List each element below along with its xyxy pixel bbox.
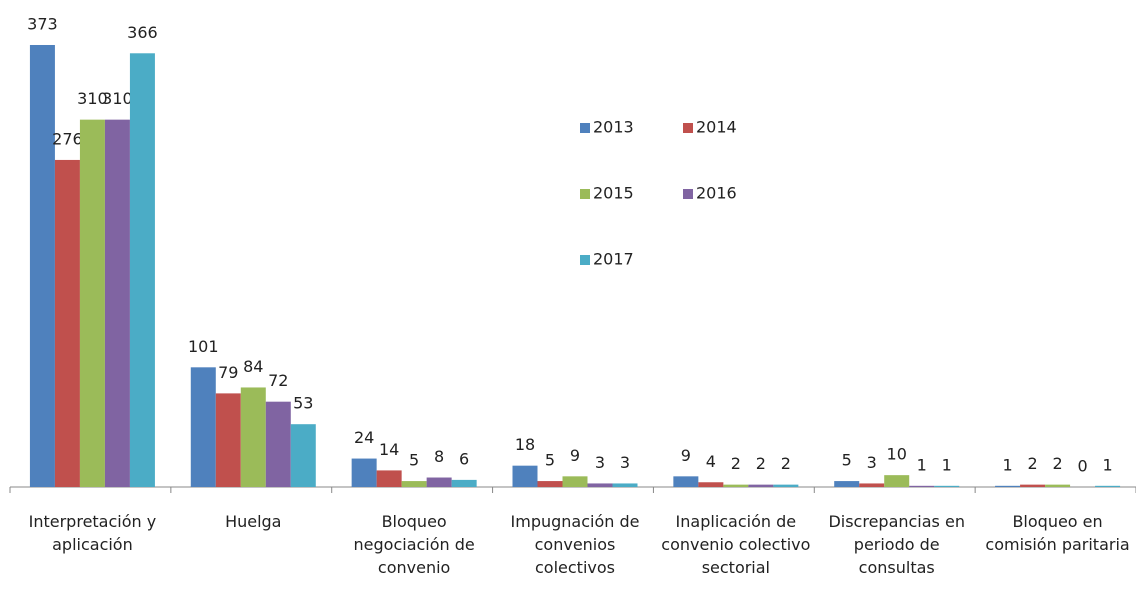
bar	[909, 485, 935, 487]
legend-swatch	[580, 189, 590, 199]
bar	[612, 483, 638, 487]
x-tick-label: Interpretación y aplicación	[28, 512, 157, 554]
data-label: 1	[1002, 455, 1012, 474]
data-label: 5	[545, 451, 555, 470]
bar	[376, 470, 402, 487]
bar	[351, 458, 377, 487]
bar	[426, 477, 452, 487]
bar	[537, 481, 563, 487]
data-label: 2	[1052, 454, 1062, 473]
data-label: 9	[570, 446, 580, 465]
data-label: 310	[102, 89, 133, 108]
legend-label: 2015	[593, 184, 634, 203]
bar	[773, 484, 799, 487]
data-label: 5	[409, 451, 419, 470]
data-label: 1	[942, 455, 952, 474]
bar	[834, 481, 860, 487]
bar	[512, 465, 538, 487]
bar	[401, 481, 427, 487]
x-tick-label: Huelga	[225, 512, 282, 531]
bar	[587, 483, 613, 487]
legend-label: 2016	[696, 184, 737, 203]
data-label: 5	[842, 451, 852, 470]
bar	[562, 476, 588, 487]
data-label: 2	[756, 454, 766, 473]
x-tick-label: Inaplicación de convenio colectivo secto…	[661, 512, 811, 577]
data-label: 4	[706, 452, 716, 471]
bar	[54, 159, 80, 487]
bar	[240, 387, 266, 487]
bar	[290, 424, 316, 487]
data-label: 3	[595, 453, 605, 472]
data-label: 3	[867, 453, 877, 472]
legend-swatch	[683, 189, 693, 199]
legend-swatch	[683, 123, 693, 133]
x-tick-label: Discrepancias en periodo de consultas	[828, 512, 965, 577]
data-label: 18	[515, 435, 535, 454]
data-label: 9	[681, 446, 691, 465]
data-label: 72	[268, 371, 288, 390]
bar	[673, 476, 699, 487]
data-label: 84	[243, 357, 263, 376]
bar	[190, 367, 216, 487]
data-label: 3	[620, 453, 630, 472]
data-label: 276	[52, 129, 83, 148]
bar	[79, 119, 105, 488]
bar	[1045, 484, 1071, 487]
data-label: 2	[781, 454, 791, 473]
bar	[215, 393, 241, 487]
data-label: 79	[218, 363, 238, 382]
data-label: 6	[459, 449, 469, 468]
data-label: 101	[188, 337, 219, 356]
bar	[995, 485, 1021, 487]
x-tick-label: Bloqueo negociación de convenio	[353, 512, 475, 577]
data-label: 0	[1077, 457, 1087, 476]
bar	[265, 401, 291, 487]
data-label: 53	[293, 394, 313, 413]
bar	[451, 479, 477, 487]
bar	[698, 482, 724, 487]
legend-swatch	[580, 123, 590, 133]
bar	[1095, 485, 1121, 487]
legend-label: 2017	[593, 250, 634, 269]
legend-label: 2014	[696, 118, 737, 137]
legend-swatch	[580, 255, 590, 265]
data-label: 1	[1102, 455, 1112, 474]
data-label: 14	[379, 440, 399, 459]
x-tick-label: Impugnación de convenios colectivos	[510, 512, 640, 577]
legend-label: 2013	[593, 118, 634, 137]
data-label: 366	[127, 23, 158, 42]
data-label: 2	[1027, 454, 1037, 473]
bar	[29, 44, 55, 488]
bar	[859, 483, 885, 487]
data-label: 310	[77, 89, 108, 108]
data-label: 1	[917, 455, 927, 474]
bar	[723, 484, 749, 487]
bar	[104, 119, 130, 488]
data-label: 10	[887, 445, 907, 464]
x-tick-label: Bloqueo en comisión paritaria	[985, 512, 1130, 554]
data-label: 2	[731, 454, 741, 473]
bar	[884, 475, 910, 487]
bar	[748, 484, 774, 487]
bar	[129, 53, 155, 487]
data-label: 24	[354, 428, 374, 447]
bar	[1020, 484, 1046, 487]
data-label: 8	[434, 447, 444, 466]
data-label: 373	[27, 14, 58, 33]
bar	[934, 485, 960, 487]
